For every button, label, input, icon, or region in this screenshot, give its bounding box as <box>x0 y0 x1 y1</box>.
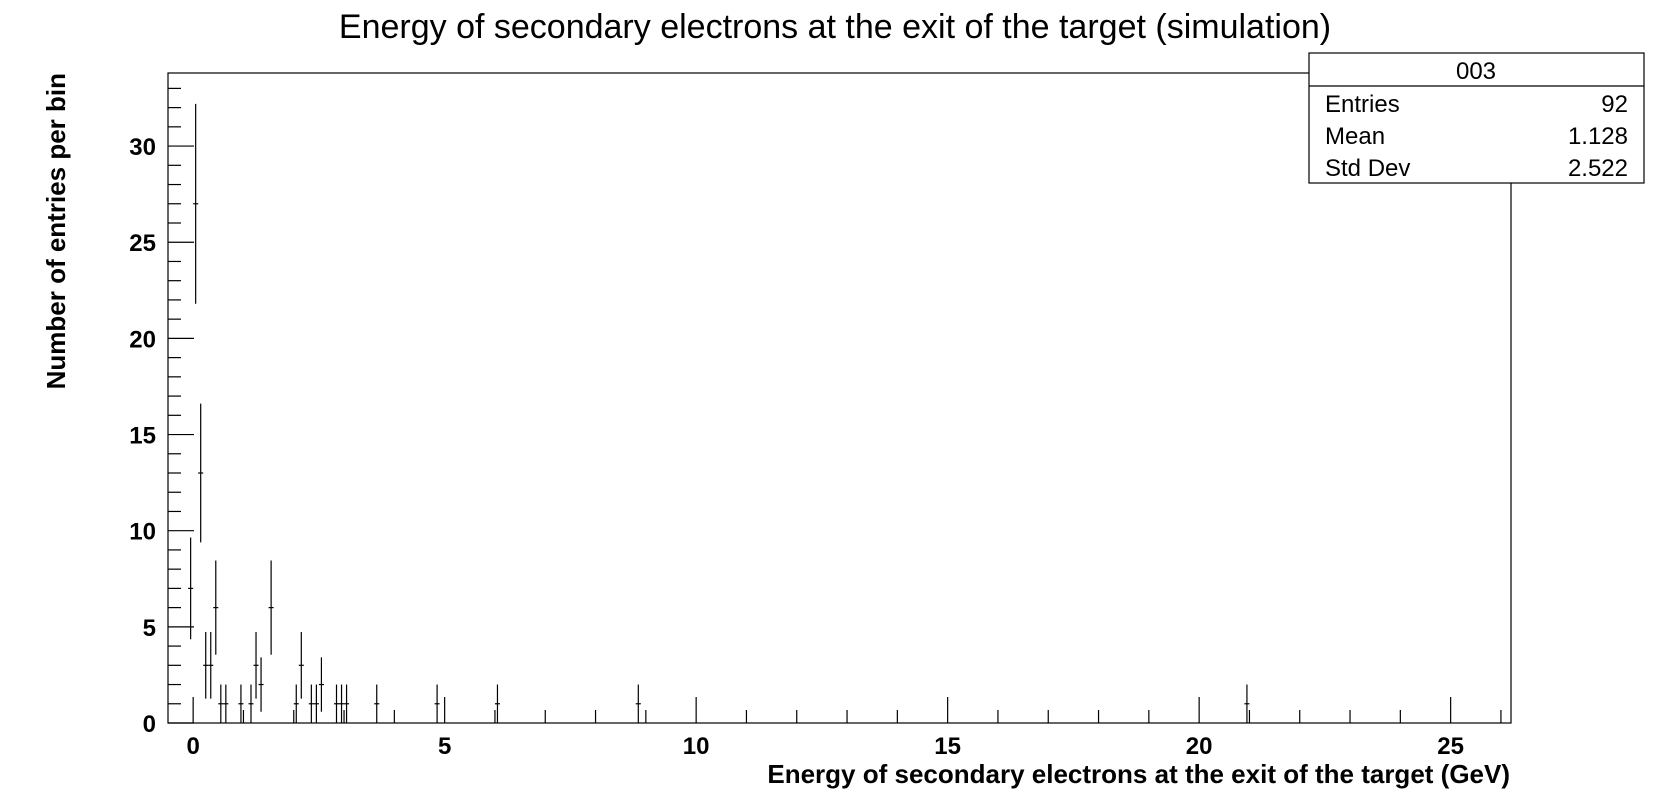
stats-entries-label: Entries <box>1325 91 1400 118</box>
stats-box: 003 Entries 92 Mean 1.128 Std Dev 2.522 <box>1308 52 1645 184</box>
data-point <box>318 657 324 712</box>
y-tick-label: 15 <box>129 423 156 450</box>
data-point <box>238 684 244 723</box>
y-tick-label: 0 <box>143 711 156 738</box>
stats-box-frame <box>1308 52 1645 184</box>
data-point <box>253 631 259 699</box>
x-tick-label: 20 <box>1186 733 1213 760</box>
x-axis-title: Energy of secondary electrons at the exi… <box>767 759 1510 789</box>
x-tick-label: 25 <box>1437 733 1464 760</box>
data-point <box>213 560 219 655</box>
data-point <box>313 684 319 723</box>
data-point <box>333 684 340 723</box>
data-point <box>434 684 440 723</box>
x-tick-label: 10 <box>683 733 710 760</box>
y-tick-label: 30 <box>129 134 156 161</box>
y-tick-label: 5 <box>143 615 156 642</box>
stats-box-title: 003 <box>1456 58 1496 85</box>
data-point <box>293 684 299 723</box>
data-point <box>344 684 350 723</box>
data-point <box>339 684 345 723</box>
data-point <box>223 684 229 723</box>
data-point <box>494 684 500 723</box>
x-tick-label: 0 <box>186 733 199 760</box>
y-tick-label: 10 <box>129 519 156 546</box>
stats-mean-value: 1.128 <box>1568 123 1628 150</box>
data-point <box>193 103 199 304</box>
data-point <box>248 684 254 723</box>
y-axis: 0 5 10 15 20 25 30 <box>129 87 194 738</box>
data-point <box>635 684 641 723</box>
x-tick-label: 15 <box>934 733 961 760</box>
y-tick-label: 20 <box>129 326 156 353</box>
data-point <box>1244 684 1250 723</box>
data-point <box>218 684 224 723</box>
data-point <box>374 684 380 723</box>
y-axis-title: Number of entries per bin <box>41 73 71 389</box>
data-point <box>188 537 194 640</box>
stats-stddev-value: 2.522 <box>1568 155 1628 182</box>
x-axis: 0 5 10 15 20 25 <box>186 697 1502 760</box>
stats-entries-value: 92 <box>1601 91 1628 118</box>
data-point <box>198 403 204 543</box>
data-point <box>268 560 274 655</box>
plot-frame <box>167 72 1512 724</box>
chart-title: Energy of secondary electrons at the exi… <box>339 8 1331 46</box>
data-point <box>208 631 214 699</box>
stats-mean-label: Mean <box>1325 123 1385 150</box>
stats-stddev-label: Std Dev <box>1325 155 1410 182</box>
data-point <box>298 631 304 699</box>
x-tick-label: 5 <box>438 733 451 760</box>
y-tick-label: 25 <box>129 230 156 257</box>
data-points <box>188 103 1250 723</box>
data-point <box>308 684 314 723</box>
data-point <box>203 631 209 699</box>
data-point <box>258 657 264 712</box>
